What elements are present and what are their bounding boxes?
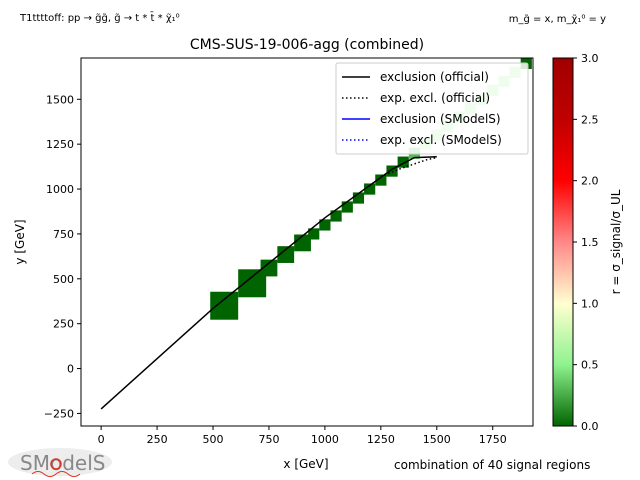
x-tick-label: 250 xyxy=(147,433,168,446)
x-tick-label: 0 xyxy=(98,433,105,446)
y-tick-label: 250 xyxy=(53,318,74,331)
y-tick-label: 0 xyxy=(67,363,74,376)
legend-label-exclusion-official: exclusion (official) xyxy=(380,70,489,84)
chart-title: CMS-SUS-19-006-agg (combined) xyxy=(190,37,424,53)
y-tick-label: 1500 xyxy=(46,93,74,106)
colorbar-tick-label: 0.5 xyxy=(581,359,599,372)
logo-wave-icon xyxy=(31,471,81,477)
data-point xyxy=(308,228,320,240)
x-tick-label: 500 xyxy=(203,433,224,446)
x-tick-label: 750 xyxy=(258,433,279,446)
mass-label: m_g̃ = x, m_χ̃₁⁰ = y xyxy=(509,13,606,25)
legend-label-exclusion-smodels: exclusion (SModelS) xyxy=(380,112,501,126)
colorbar-tick-label: 2.5 xyxy=(581,113,599,126)
y-tick-label: 1250 xyxy=(46,138,74,151)
y-tick-label: 1000 xyxy=(46,183,74,196)
y-tick-label: 750 xyxy=(53,228,74,241)
data-point xyxy=(386,165,398,177)
data-point xyxy=(210,291,239,320)
colorbar-tick-label: 0.0 xyxy=(581,420,599,433)
data-point xyxy=(341,201,353,213)
legend-label-exp-excl-smodels: exp. excl. (SModelS) xyxy=(380,133,502,147)
y-axis: −250 0 250 500 750 1000 1250 1500 xyxy=(44,93,81,420)
data-point xyxy=(397,156,409,168)
smodels-logo: SModelS xyxy=(8,448,112,477)
colorbar-gradient xyxy=(552,57,574,427)
colorbar: 0.0 0.5 1.0 1.5 2.0 2.5 3.0 r = σ_signal/σ_UL xyxy=(552,52,623,433)
exp-exclusion-official-line xyxy=(380,156,437,178)
x-tick-label: 1000 xyxy=(311,433,339,446)
x-tick-label: 1750 xyxy=(479,433,507,446)
legend: exclusion (official) exp. excl. (officia… xyxy=(335,62,529,155)
plot-frame xyxy=(80,57,534,427)
x-tick-label: 1250 xyxy=(367,433,395,446)
colorbar-tick-label: 3.0 xyxy=(581,52,599,65)
x-tick-label: 1500 xyxy=(423,433,451,446)
lines-layer xyxy=(100,155,437,410)
x-axis-label: x [GeV] xyxy=(283,457,328,471)
colorbar-ticks: 0.0 0.5 1.0 1.5 2.0 2.5 3.0 xyxy=(573,52,599,433)
colorbar-label: r = σ_signal/σ_UL xyxy=(609,189,623,294)
data-point xyxy=(330,210,342,222)
y-axis-label: y [GeV] xyxy=(13,219,27,264)
legend-box xyxy=(335,62,529,155)
logo-text: SModelS xyxy=(20,451,105,475)
y-tick-label: 500 xyxy=(53,273,74,286)
exclusion-official-line xyxy=(100,155,437,410)
y-tick-label: −250 xyxy=(44,407,74,420)
data-point xyxy=(364,183,376,195)
signal-regions-note: combination of 40 signal regions xyxy=(394,458,590,472)
logo-dot-icon xyxy=(50,458,62,470)
data-point xyxy=(375,174,387,186)
x-axis: 0 250 500 750 1000 1250 1500 1750 xyxy=(98,426,507,446)
data-point xyxy=(352,192,365,204)
data-point xyxy=(319,219,331,231)
process-label: T1ttttoff: pp → g̃g̃, g̃ → t * t̄ * χ̃₁⁰ xyxy=(19,11,180,24)
legend-label-exp-excl-official: exp. excl. (official) xyxy=(380,91,490,105)
colorbar-tick-label: 1.0 xyxy=(581,297,599,310)
colorbar-tick-label: 2.0 xyxy=(581,175,599,188)
colorbar-tick-label: 1.5 xyxy=(581,236,599,249)
data-point xyxy=(277,246,295,263)
data-point xyxy=(260,259,278,277)
